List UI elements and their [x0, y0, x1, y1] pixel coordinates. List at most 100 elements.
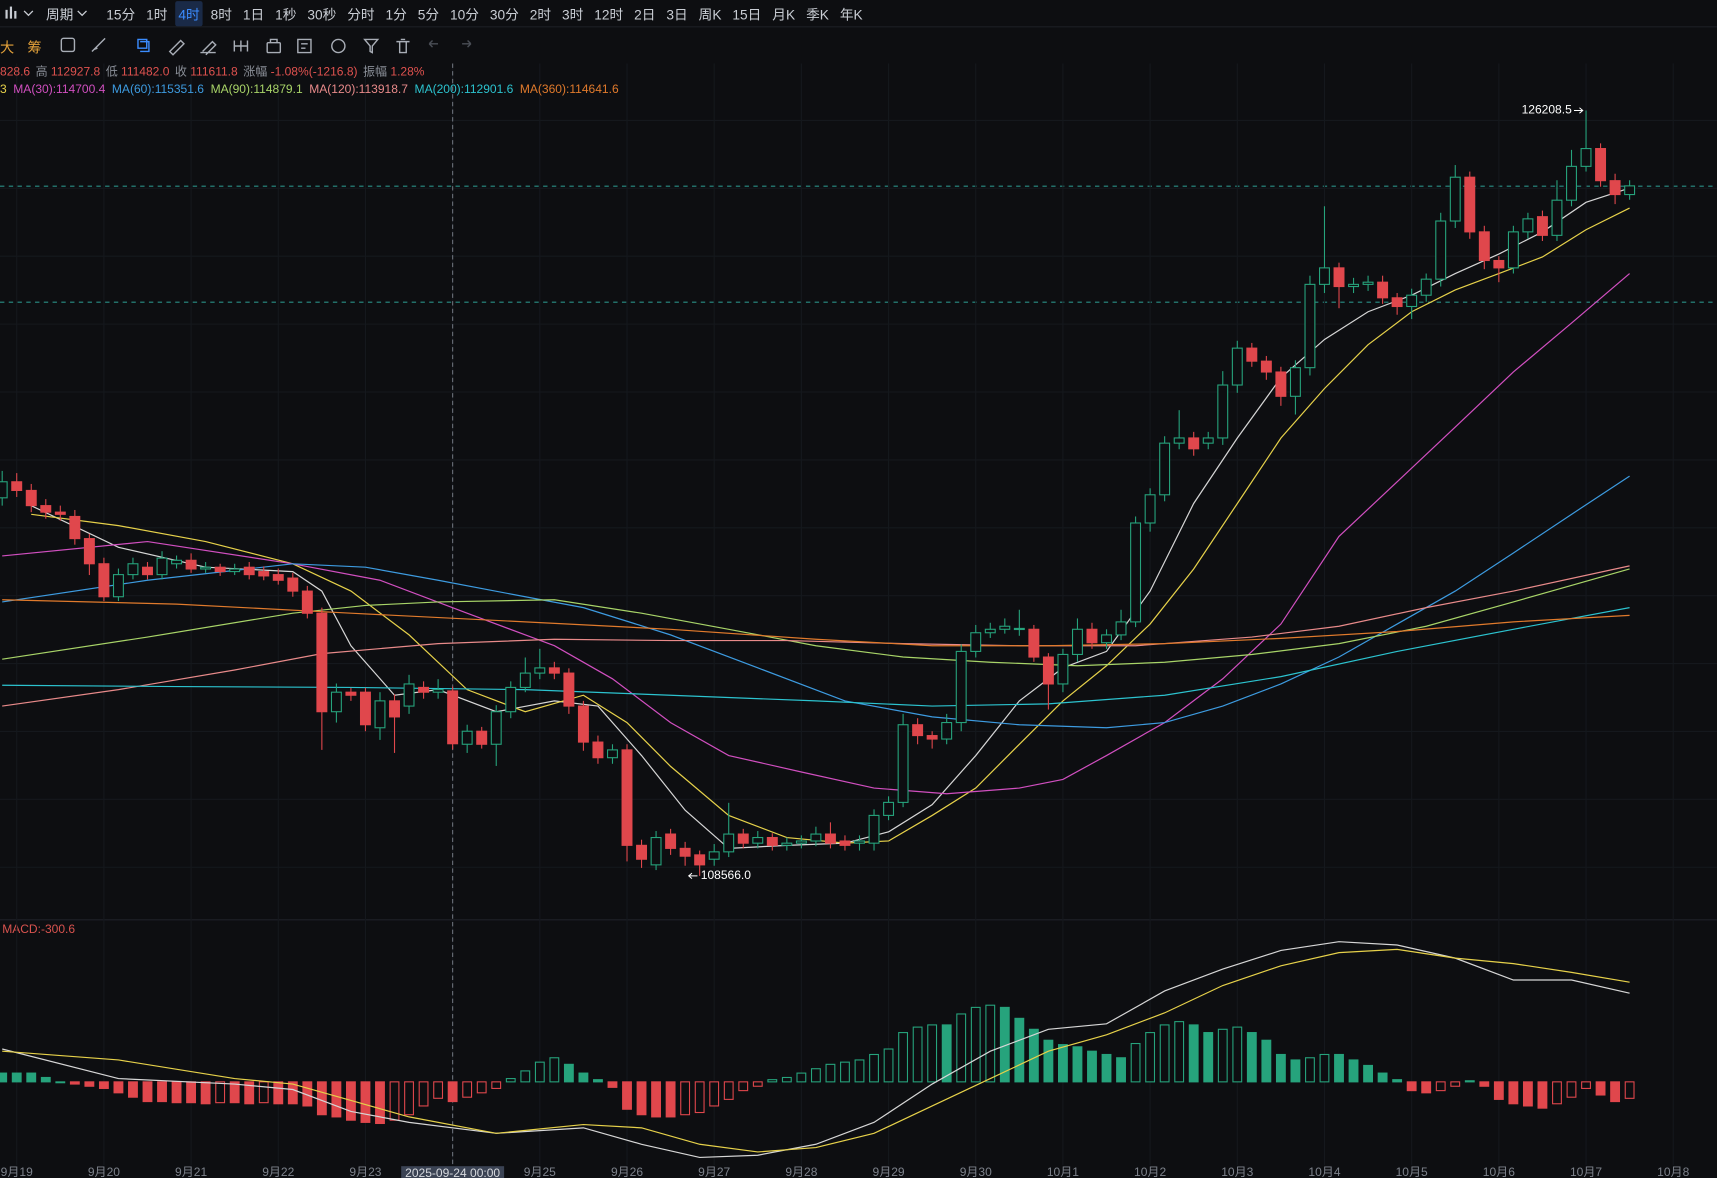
x-tick-label: 9月21 — [175, 1165, 207, 1178]
interval-button[interactable]: 1秒 — [275, 7, 297, 23]
candle-body — [824, 833, 836, 844]
macd-bar — [360, 1081, 371, 1123]
macd-bar — [520, 1070, 531, 1083]
macd-bar — [1493, 1081, 1504, 1100]
candle-body — [1202, 437, 1214, 444]
macd-bar — [200, 1081, 211, 1105]
icon[interactable] — [462, 40, 472, 48]
candle-body — [1377, 281, 1389, 299]
macd-bar — [345, 1081, 356, 1121]
toolbar: 周期 15分 1时 4时 8时 1日 1秒 30秒 分时 1分 5分 10分 30分 2时 3时 12时 2日… — [0, 0, 1717, 28]
icon[interactable] — [396, 38, 410, 54]
interval-button[interactable]: 12时 — [594, 7, 624, 23]
macd-bar — [316, 1081, 327, 1116]
period-select[interactable]: 周期 — [46, 3, 88, 24]
icon[interactable] — [233, 40, 249, 52]
interval-button[interactable]: 1分 — [385, 7, 407, 23]
candle-body — [534, 667, 546, 674]
chart-type-icon[interactable] — [2, 2, 39, 24]
interval-button[interactable]: 1日 — [242, 7, 265, 23]
interval-button[interactable]: 周K — [698, 7, 722, 23]
macd-bar — [970, 1006, 981, 1083]
icon[interactable] — [200, 40, 217, 56]
candle-body — [490, 711, 502, 745]
macd-bar — [287, 1081, 298, 1105]
x-tick-label: 9月23 — [349, 1165, 381, 1178]
macd-bar — [825, 1063, 836, 1083]
interval-button[interactable]: 月K — [772, 7, 796, 23]
low-label: 108566.0 — [701, 868, 751, 882]
macd-bar — [258, 1081, 269, 1104]
interval-button[interactable]: 15日 — [732, 7, 762, 23]
info-value: -1.08%(-1216.8) — [271, 64, 358, 78]
candle-body — [970, 632, 982, 652]
interval-button[interactable]: 3时 — [562, 7, 584, 23]
tool-button[interactable]: 大 — [0, 38, 15, 56]
icon[interactable] — [363, 38, 380, 54]
candle-body — [1348, 283, 1360, 288]
interval-button[interactable]: 8时 — [210, 7, 232, 23]
interval-button[interactable]: 3日 — [666, 7, 688, 23]
macd-bar — [1087, 1050, 1097, 1083]
macd-bar — [1508, 1081, 1519, 1105]
macd-bar — [1566, 1081, 1577, 1098]
x-tick-label: 9月25 — [524, 1165, 556, 1178]
interval-button[interactable]: 15分 — [106, 7, 136, 23]
macd-bar — [723, 1081, 734, 1100]
macd-bar — [622, 1081, 632, 1110]
interval-button[interactable]: 1时 — [146, 7, 168, 23]
ma-line — [30, 187, 1630, 850]
macd-bar — [1261, 1039, 1272, 1083]
icon[interactable] — [168, 39, 185, 56]
macd-bar — [375, 1081, 385, 1125]
candle-body — [1464, 176, 1476, 233]
macd-bar — [854, 1059, 865, 1083]
interval-button[interactable]: 4时 — [175, 0, 203, 26]
icon[interactable] — [331, 38, 346, 54]
macd-bar — [476, 1081, 487, 1094]
candle-body — [1028, 628, 1040, 658]
macd-bar — [593, 1079, 603, 1083]
interval-button[interactable]: 5分 — [417, 7, 440, 23]
macd-bar — [651, 1081, 661, 1118]
candle-body — [316, 612, 328, 713]
candle-body — [1507, 231, 1519, 269]
interval-button[interactable]: 10分 — [450, 7, 479, 23]
macd-bar — [11, 1072, 22, 1083]
candle-body — [577, 705, 589, 743]
interval-button[interactable]: 分时 — [347, 7, 375, 23]
icon[interactable] — [428, 40, 439, 48]
macd-bar — [1537, 1081, 1548, 1109]
info-value: 111611.8 — [190, 64, 238, 78]
candle-body — [40, 505, 52, 513]
macd-bar — [404, 1081, 414, 1116]
interval-button[interactable]: 季K — [806, 7, 829, 23]
interval-button[interactable]: 30分 — [489, 7, 519, 23]
period-label: 周期 — [45, 7, 74, 23]
candle-body — [1217, 384, 1229, 439]
macd-bar — [1552, 1081, 1562, 1105]
interval-button[interactable]: 年K — [839, 7, 863, 23]
macd-bar — [694, 1081, 705, 1114]
candle-body — [955, 650, 967, 724]
icon[interactable] — [91, 37, 106, 52]
tool-button[interactable]: 筹 — [27, 38, 42, 56]
macd-bar — [1392, 1079, 1403, 1083]
icon[interactable] — [60, 37, 76, 53]
candle-body — [665, 833, 677, 849]
icon[interactable] — [137, 38, 150, 53]
info-label: 收 — [175, 64, 187, 78]
interval-button[interactable]: 2日 — [634, 7, 656, 23]
tool-row: 大筹 — [0, 33, 55, 59]
candle-body — [1042, 656, 1054, 685]
candle-body — [941, 722, 953, 740]
candle-body — [25, 489, 37, 507]
icon[interactable] — [266, 41, 282, 54]
interval-button[interactable]: 2时 — [529, 7, 552, 23]
interval-button[interactable]: 30秒 — [307, 7, 337, 23]
legend-entry: MA(90):114879.1 — [211, 82, 303, 96]
icon[interactable] — [297, 38, 312, 54]
candle-body — [694, 854, 706, 866]
macd-bar — [84, 1081, 95, 1087]
